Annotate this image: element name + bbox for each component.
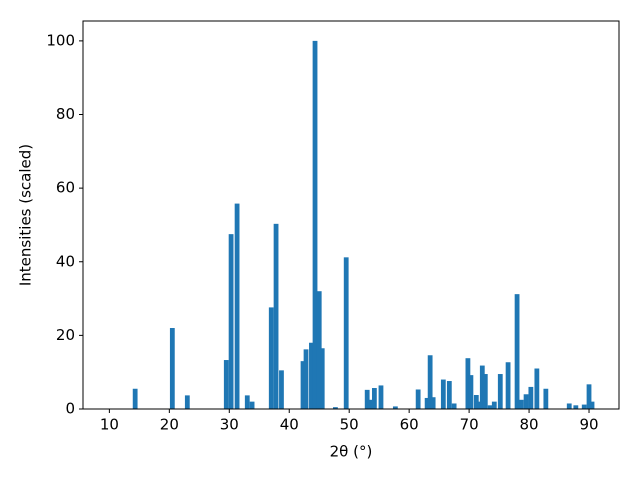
bar	[273, 223, 279, 409]
bar	[491, 401, 497, 409]
bar	[316, 291, 322, 409]
bar	[543, 388, 549, 409]
bar	[333, 407, 338, 409]
bar	[249, 401, 255, 409]
bar	[523, 394, 529, 409]
bar	[465, 358, 471, 409]
bar	[514, 294, 520, 409]
bar	[371, 388, 377, 409]
plot-frame	[82, 20, 620, 410]
bar	[586, 384, 592, 409]
bar	[415, 389, 421, 409]
x-tick-label: 30	[220, 416, 239, 434]
bar	[518, 399, 524, 409]
bar	[132, 388, 138, 409]
x-tick-label: 50	[340, 416, 359, 434]
bar	[440, 379, 446, 409]
x-tick-label: 80	[520, 416, 539, 434]
x-tick-label: 60	[400, 416, 419, 434]
y-tick-label: 40	[56, 252, 75, 270]
x-tick-label: 20	[160, 416, 179, 434]
bar	[573, 405, 579, 409]
bar	[473, 395, 479, 409]
bar	[279, 370, 284, 409]
bar	[303, 349, 309, 409]
x-tick-label: 70	[460, 416, 479, 434]
bar	[589, 401, 595, 409]
bar	[268, 307, 274, 409]
bar	[468, 375, 474, 409]
bar	[343, 257, 349, 409]
y-tick-label: 60	[56, 179, 75, 197]
x-tick-label: 10	[100, 416, 119, 434]
bar	[300, 361, 306, 409]
bar	[223, 360, 229, 409]
bar	[184, 395, 190, 409]
y-tick-label: 100	[46, 31, 75, 49]
bar	[534, 368, 540, 409]
bar	[430, 397, 436, 409]
bar	[378, 385, 384, 409]
bar	[424, 397, 430, 409]
bar	[364, 389, 370, 409]
bar	[497, 374, 503, 409]
bar	[392, 406, 398, 409]
bar	[487, 405, 493, 409]
bar	[319, 348, 325, 409]
bar	[566, 403, 572, 409]
bar	[505, 362, 511, 409]
bar	[228, 234, 234, 409]
bar	[234, 203, 240, 409]
bar	[427, 355, 433, 409]
bar	[446, 381, 452, 409]
bar	[169, 328, 175, 409]
bar	[244, 395, 250, 409]
y-tick-label: 80	[56, 105, 75, 123]
x-axis-label: 2θ (°)	[330, 443, 373, 461]
bar	[479, 365, 485, 409]
x-tick-label: 40	[280, 416, 299, 434]
y-tick-label: 0	[65, 400, 75, 418]
bar	[367, 399, 373, 409]
bar	[581, 404, 587, 409]
x-tick-label: 90	[579, 416, 598, 434]
bar	[528, 386, 534, 409]
y-tick-label: 20	[56, 326, 75, 344]
bar	[482, 374, 488, 409]
bar	[451, 403, 457, 409]
y-axis-label: Intensities (scaled)	[17, 144, 35, 286]
bar	[309, 342, 314, 409]
bar	[312, 40, 318, 409]
